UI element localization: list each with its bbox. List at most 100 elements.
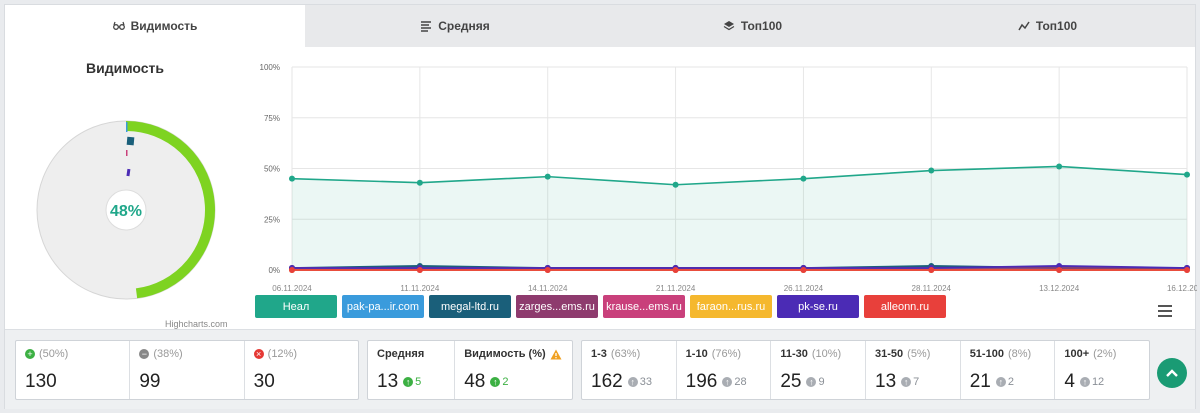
stat-value: 4 [1064, 371, 1075, 392]
stats-bar: + (50%) 130 − (38%) 99 × (12%) 30 Средняя 1… [5, 329, 1195, 409]
stat-value: 162 [591, 371, 623, 392]
chart-menu-icon[interactable] [1158, 305, 1172, 317]
x-tick-label: 28.11.2024 [912, 284, 952, 293]
stat-average: Средняя 13 ↑ 5 [368, 341, 456, 399]
stat-value: 21 [969, 371, 991, 392]
legend-item[interactable]: faraon...rus.ru [690, 295, 772, 318]
legend-item[interactable]: alleonn.ru [864, 295, 946, 318]
legend-item[interactable]: pak-pa...ir.com [342, 295, 424, 318]
stat-range: 31-50 (5%) 13 ↑ 7 [866, 341, 961, 399]
layers-icon [723, 21, 735, 31]
stat-visibility: Видимость (%) 48 ↑ 2 [455, 341, 572, 399]
stat-pct: (38%) [153, 348, 183, 360]
stat-range: 11-30 (10%) 25 ↑ 9 [771, 341, 867, 399]
stat-down: × (12%) 30 [245, 341, 358, 399]
stat-value: 13 [377, 371, 399, 392]
stat-label: Видимость (%) [464, 348, 546, 360]
series-line [292, 265, 1188, 269]
stats-group-ranges: 1-3 (63%) 162 ↑ 33 1-10 (76%) 196 ↑ 28 11-30 (10%) 2… [581, 340, 1150, 400]
series-point [928, 167, 935, 174]
legend-item[interactable]: krause...ems.ru [603, 295, 685, 318]
tab-label: Топ100 [1035, 19, 1078, 33]
series-point [1184, 171, 1190, 178]
x-tick-label: 26.11.2024 [784, 284, 824, 293]
tab-top100-chart[interactable]: Топ100 [900, 5, 1195, 47]
pie-title: Видимость [86, 60, 164, 76]
series-point [800, 175, 807, 182]
stat-delta: 5 [415, 376, 422, 388]
stat-label: 51-100 [969, 348, 1004, 360]
x-tick-label: 14.11.2024 [528, 284, 568, 293]
pie-center-label: 48% [110, 203, 142, 220]
series-point [1056, 267, 1063, 273]
arrow-up-icon: ↑ [490, 377, 501, 387]
x-tick-label: 11.11.2024 [400, 284, 439, 293]
y-tick-label: 0% [268, 266, 280, 275]
scroll-up-button[interactable] [1157, 358, 1187, 388]
tab-average[interactable]: Средняя [305, 5, 605, 47]
stat-pct: (12%) [267, 348, 297, 360]
y-tick-label: 25% [264, 215, 280, 224]
stat-label: Средняя [377, 348, 425, 360]
chevron-up-icon [1166, 369, 1178, 377]
series-point [289, 175, 295, 182]
series-point [1184, 267, 1190, 273]
x-tick-label: 21.11.2024 [656, 284, 696, 293]
tab-label: Топ100 [740, 19, 783, 33]
visibility-pie: 48% [36, 120, 216, 300]
arrow-up-icon: ↑ [403, 377, 414, 387]
stat-pct: (10%) [811, 348, 842, 360]
stat-value: 48 [464, 371, 486, 392]
arrow-icon: ↑ [995, 377, 1006, 387]
series-point [800, 267, 807, 273]
arrow-icon: ↑ [722, 377, 733, 387]
bars-icon [421, 21, 432, 32]
series-point [416, 267, 423, 273]
warning-icon[interactable] [550, 349, 562, 360]
stat-value: 13 [875, 371, 897, 392]
x-tick-label: 16.12.2024 [1167, 284, 1197, 293]
chart-credits[interactable]: Highcharts.com [165, 319, 228, 329]
stat-range: 100+ (2%) 4 ↑ 12 [1055, 341, 1149, 399]
arrow-icon: ↑ [1079, 377, 1090, 387]
stat-same: − (38%) 99 [130, 341, 245, 399]
tab-visibility[interactable]: Видимость [5, 5, 305, 47]
legend-item[interactable]: pk-se.ru [777, 295, 859, 318]
pie-visibility-arc [125, 121, 215, 299]
stat-label: 31-50 [875, 348, 904, 360]
legend-item[interactable]: Неал [255, 295, 337, 318]
legend-item[interactable]: megal-ltd.ru [429, 295, 511, 318]
legend-item[interactable]: zarges...ems.ru [516, 295, 598, 318]
stat-value: 30 [253, 371, 275, 392]
stat-delta: 9 [818, 376, 825, 388]
stat-pct: (76%) [711, 348, 742, 360]
arrow-icon: ↑ [901, 377, 912, 387]
stat-label: 11-30 [780, 348, 808, 360]
arrow-icon: ↑ [806, 377, 817, 387]
tab-bar: Видимость Средняя Топ100 Топ100 [5, 5, 1195, 47]
minus-circle-icon: − [139, 349, 150, 359]
series-area [292, 166, 1187, 270]
pie-slice-megal [126, 136, 135, 146]
series-point [928, 267, 935, 273]
series-point [672, 267, 679, 273]
tab-top100-layers[interactable]: Топ100 [605, 5, 900, 47]
series-point [544, 267, 551, 273]
y-tick-label: 75% [264, 114, 280, 123]
pie-slice-pakpa [126, 122, 128, 132]
series-point [289, 267, 295, 273]
tab-label: Видимость [130, 19, 198, 33]
stat-label: 1-10 [685, 348, 708, 360]
chart-icon [1018, 21, 1030, 31]
stat-pct: (50%) [39, 348, 69, 360]
stat-pct: (2%) [1093, 348, 1117, 360]
stat-pct: (63%) [610, 348, 641, 360]
cross-circle-icon: × [253, 349, 264, 359]
stat-up: + (50%) 130 [16, 341, 131, 399]
x-tick-label: 13.12.2024 [1039, 284, 1080, 293]
visibility-line-chart: 0% 25% 50% 75% 100% 06.11.2024 11.11.2024 14.11… [260, 63, 1197, 293]
stats-group-average: Средняя 13 ↑ 5 Видимость (%) 48 ↑ 2 [367, 340, 573, 400]
chart-legend: Неал pak-pa...ir.com megal-ltd.ru zarges...… [255, 295, 946, 318]
pie-center [105, 189, 147, 231]
pie-slice-krause [126, 150, 128, 156]
